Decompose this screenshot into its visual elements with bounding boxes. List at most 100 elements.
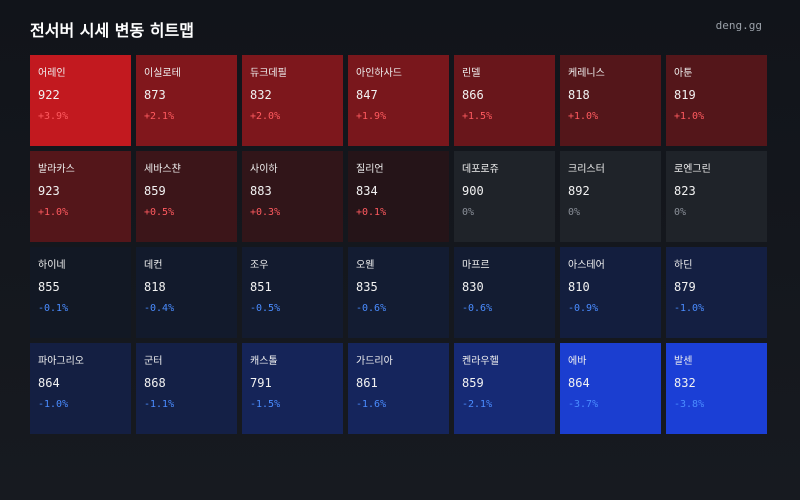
server-tile: 발라카스 923 +1.0% [30, 151, 131, 242]
server-price: 922 [38, 88, 60, 102]
server-name: 이실로테 [144, 68, 181, 79]
server-name: 조우 [250, 260, 269, 271]
server-name: 파아그리오 [38, 356, 84, 367]
price-change: 0% [568, 207, 581, 218]
price-change: -1.6% [356, 399, 387, 410]
price-change: -0.4% [144, 303, 175, 314]
server-price: 830 [462, 280, 484, 294]
server-price: 855 [38, 280, 60, 294]
server-name: 아인하사드 [356, 68, 402, 79]
server-name: 어레인 [38, 68, 66, 79]
server-price: 791 [250, 376, 272, 390]
server-price: 900 [462, 184, 484, 198]
price-change: +0.5% [144, 207, 175, 218]
price-change: +2.1% [144, 111, 175, 122]
server-price: 861 [356, 376, 378, 390]
price-change: -0.9% [568, 303, 599, 314]
server-price: 851 [250, 280, 272, 294]
price-change: -3.8% [674, 399, 705, 410]
server-price: 923 [38, 184, 60, 198]
server-name: 로엔그린 [674, 164, 711, 175]
server-tile: 파아그리오 864 -1.0% [30, 343, 131, 434]
server-name: 듀크데필 [250, 68, 287, 79]
server-name: 에바 [568, 356, 587, 367]
server-price: 835 [356, 280, 378, 294]
server-price: 868 [144, 376, 166, 390]
server-name: 하딘 [674, 260, 693, 271]
price-change: -3.7% [568, 399, 599, 410]
server-tile: 오웬 835 -0.6% [348, 247, 449, 338]
server-name: 질리언 [356, 164, 384, 175]
server-tile: 린델 866 +1.5% [454, 55, 555, 146]
server-name: 군터 [144, 356, 163, 367]
price-change: -0.5% [250, 303, 281, 314]
price-change: -0.6% [462, 303, 493, 314]
price-change: -2.1% [462, 399, 493, 410]
price-change: +0.1% [356, 207, 387, 218]
price-change: -1.0% [674, 303, 705, 314]
server-price: 873 [144, 88, 166, 102]
price-change: -1.0% [38, 399, 69, 410]
server-name: 마프르 [462, 260, 490, 271]
server-name: 켄라우헬 [462, 356, 499, 367]
server-tile: 로엔그린 823 0% [666, 151, 767, 242]
server-name: 아툰 [674, 68, 693, 79]
server-price: 892 [568, 184, 590, 198]
server-tile: 케레니스 818 +1.0% [560, 55, 661, 146]
server-price: 810 [568, 280, 590, 294]
server-tile: 마프르 830 -0.6% [454, 247, 555, 338]
server-name: 크리스터 [568, 164, 605, 175]
server-tile: 켄라우헬 859 -2.1% [454, 343, 555, 434]
server-tile: 아툰 819 +1.0% [666, 55, 767, 146]
price-change: +1.5% [462, 111, 493, 122]
server-name: 캐스톨 [250, 356, 278, 367]
server-tile: 발센 832 -3.8% [666, 343, 767, 434]
server-name: 케레니스 [568, 68, 605, 79]
server-tile: 하이네 855 -0.1% [30, 247, 131, 338]
price-change: +1.9% [356, 111, 387, 122]
server-tile: 데컨 818 -0.4% [136, 247, 237, 338]
price-change: +1.0% [568, 111, 599, 122]
server-price: 859 [144, 184, 166, 198]
server-tile: 크리스터 892 0% [560, 151, 661, 242]
server-price: 859 [462, 376, 484, 390]
server-price: 823 [674, 184, 696, 198]
server-name: 데포로쥬 [462, 164, 499, 175]
server-price: 864 [38, 376, 60, 390]
server-tile: 데포로쥬 900 0% [454, 151, 555, 242]
server-tile: 세바스챤 859 +0.5% [136, 151, 237, 242]
server-price: 832 [250, 88, 272, 102]
server-price: 818 [568, 88, 590, 102]
price-change: 0% [674, 207, 687, 218]
server-tile: 듀크데필 832 +2.0% [242, 55, 343, 146]
price-change: -1.5% [250, 399, 281, 410]
server-name: 하이네 [38, 260, 66, 271]
server-price: 883 [250, 184, 272, 198]
server-tile: 이실로테 873 +2.1% [136, 55, 237, 146]
server-tile: 사이하 883 +0.3% [242, 151, 343, 242]
price-change: +1.0% [674, 111, 705, 122]
server-tile: 하딘 879 -1.0% [666, 247, 767, 338]
server-name: 아스테어 [568, 260, 605, 271]
server-price: 866 [462, 88, 484, 102]
brand: deng.gg [715, 19, 762, 32]
server-tile: 아인하사드 847 +1.9% [348, 55, 449, 146]
server-tile: 캐스톨 791 -1.5% [242, 343, 343, 434]
server-name: 발라카스 [38, 164, 75, 175]
server-tile: 에바 864 -3.7% [560, 343, 661, 434]
price-change: +3.9% [38, 111, 69, 122]
server-name: 세바스챤 [144, 164, 181, 175]
price-change: -1.1% [144, 399, 175, 410]
server-price: 879 [674, 280, 696, 294]
server-name: 발센 [674, 356, 693, 367]
server-price: 847 [356, 88, 378, 102]
server-price: 834 [356, 184, 378, 198]
price-change: +1.0% [38, 207, 69, 218]
server-name: 사이하 [250, 164, 278, 175]
server-price: 818 [144, 280, 166, 294]
server-price: 864 [568, 376, 590, 390]
price-change: -0.6% [356, 303, 387, 314]
server-tile: 가드리아 861 -1.6% [348, 343, 449, 434]
server-tile: 군터 868 -1.1% [136, 343, 237, 434]
